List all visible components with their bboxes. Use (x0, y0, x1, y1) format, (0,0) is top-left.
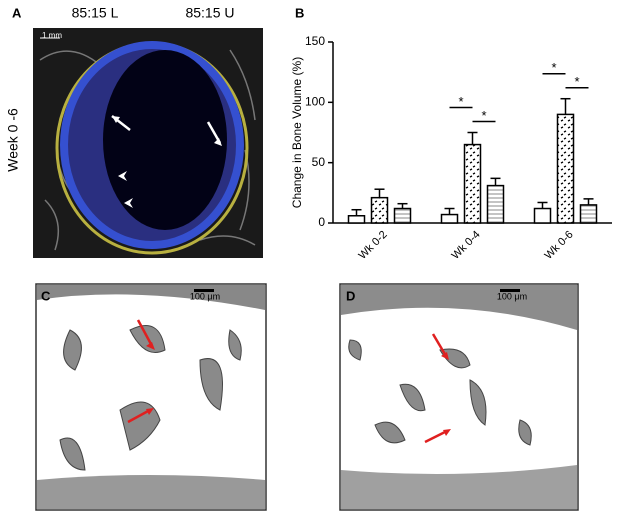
bar (463, 143, 482, 224)
scale-label: 100 μm (497, 291, 527, 301)
bar-chart: Change in Bone Volume (%) 0 50 100 150 Wk 0-2… (290, 34, 612, 262)
y-tick-label: 50 (312, 155, 326, 169)
histology-image (35, 283, 267, 511)
panel-label: B (295, 5, 304, 20)
row-label: Week 0 -6 (5, 108, 21, 172)
panel-label: A (12, 5, 22, 20)
panel-label: D (346, 288, 355, 303)
scale-label: 1 mm (42, 31, 62, 40)
y-tick-label: 100 (305, 95, 325, 109)
bar (393, 207, 412, 224)
x-tick-label: Wk 0-4 (450, 229, 483, 262)
bar (440, 213, 459, 224)
bar (579, 204, 598, 224)
bar (533, 207, 552, 224)
bar (556, 113, 575, 224)
significance-label: * (574, 74, 579, 89)
y-tick-label: 150 (305, 34, 325, 48)
x-tick-label: Wk 0-6 (543, 229, 576, 262)
bar (347, 215, 366, 224)
micro-ct-image (33, 28, 263, 258)
bar (370, 196, 389, 224)
column-label: 85:15 U (185, 5, 234, 21)
x-tick-label: Wk 0-2 (357, 229, 390, 262)
significance-label: * (481, 108, 486, 123)
column-label: 85:15 L (72, 5, 119, 21)
y-axis-title: Change in Bone Volume (%) (290, 57, 304, 208)
panel-label: C (41, 288, 51, 303)
significance-label: * (551, 60, 556, 75)
histology-image (339, 283, 579, 511)
bar (486, 184, 505, 224)
y-tick-label: 0 (318, 215, 325, 229)
scale-label: 100 μm (190, 291, 220, 301)
significance-label: * (458, 94, 463, 109)
